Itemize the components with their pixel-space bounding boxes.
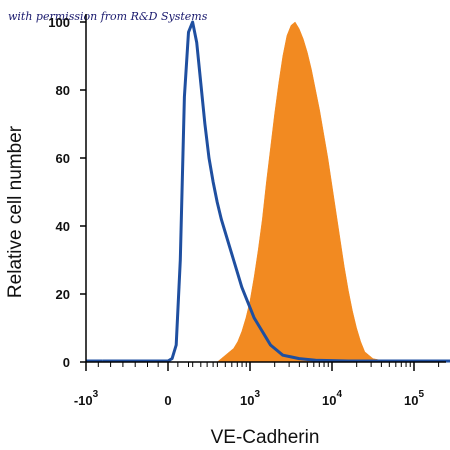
x-tick-label: 0: [164, 393, 171, 408]
series-filled-0: [216, 21, 398, 363]
x-tick-label: 103: [240, 389, 260, 408]
x-tick-label: 104: [322, 389, 342, 408]
x-minor-ticks: [97, 362, 440, 367]
y-tick-label: 80: [56, 83, 70, 98]
series-layer: [86, 20, 450, 363]
y-axis-label: Relative cell number: [5, 125, 26, 298]
x-tick-label: 105: [404, 389, 424, 408]
x-tick-label: -103: [74, 389, 99, 408]
x-axis-label: VE-Cadherin: [211, 427, 320, 448]
watermark-text: with permission from R&D Systems: [8, 10, 208, 23]
series-line-1: [102, 20, 450, 363]
y-tick-label: 40: [56, 219, 70, 234]
y-tick-label: 0: [63, 355, 70, 370]
y-tick-label: 100: [48, 15, 70, 30]
y-ticks: 0 20 40 60 80 100: [48, 15, 86, 370]
y-tick-label: 20: [56, 287, 70, 302]
x-ticks: -103 0 103 104 105: [74, 362, 424, 408]
y-tick-label: 60: [56, 151, 70, 166]
